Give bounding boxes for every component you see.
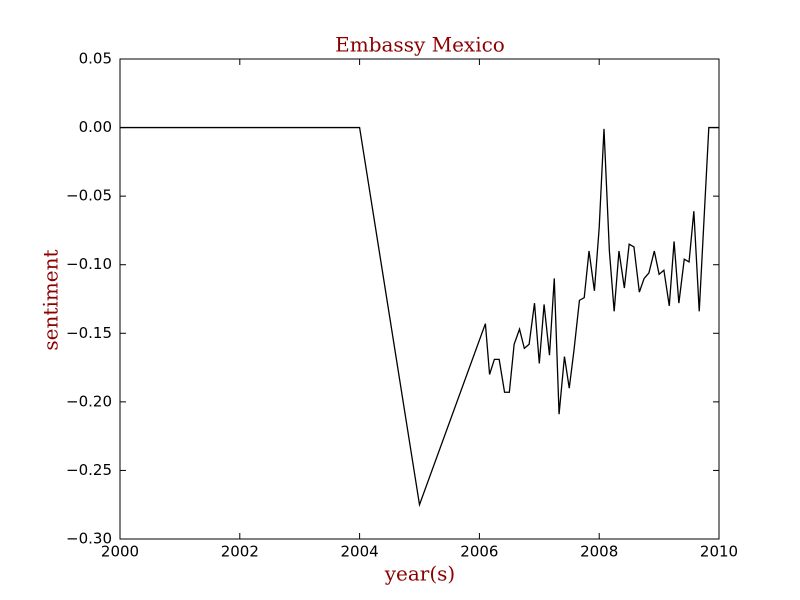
y-tick-label: −0.15: [66, 324, 112, 342]
y-tick-label: −0.20: [66, 392, 112, 410]
x-tick-label: 2006: [460, 543, 498, 561]
x-tick-label: 2004: [341, 543, 379, 561]
y-tick-label: −0.25: [66, 461, 112, 479]
chart-title: Embassy Mexico: [335, 33, 505, 57]
data-line: [120, 126, 719, 508]
y-axis-label: sentiment: [39, 249, 63, 350]
y-tick-label: 0.00: [79, 118, 112, 136]
y-tick-label: −0.10: [66, 255, 112, 273]
plot-frame: [119, 58, 720, 540]
y-tick-label: 0.05: [79, 50, 112, 68]
x-tick-label: 2008: [580, 543, 618, 561]
x-tick-label: 2010: [700, 543, 738, 561]
x-axis-label: year(s): [384, 562, 456, 586]
y-tick-label: −0.05: [66, 187, 112, 205]
y-tick-label: −0.30: [66, 530, 112, 548]
x-tick-label: 2000: [101, 543, 139, 561]
x-tick-label: 2002: [221, 543, 259, 561]
